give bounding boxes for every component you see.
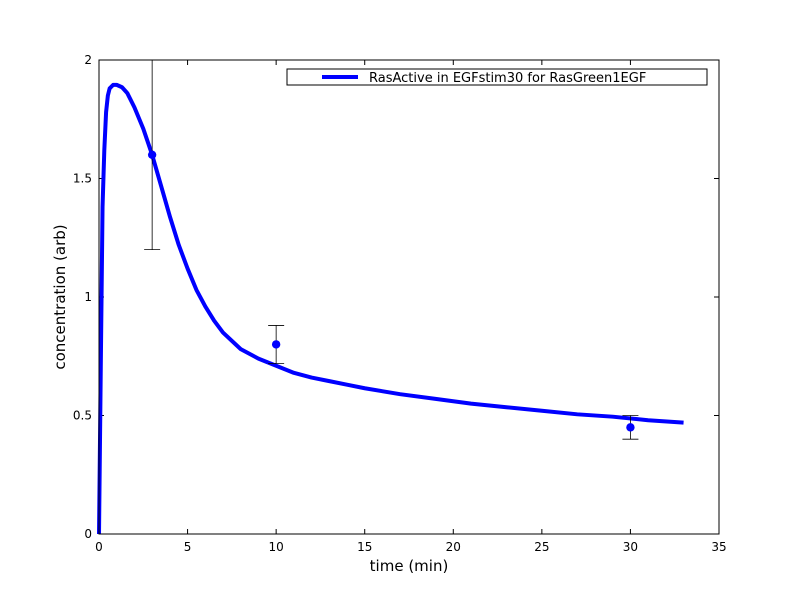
series-line: [97, 82, 684, 535]
y-tick-label: 1.5: [73, 172, 92, 186]
y-axis-label: concentration (arb): [51, 224, 69, 369]
y-tick-label: 1: [84, 290, 92, 304]
y-tick-label: 0: [84, 527, 92, 541]
legend-box: [286, 68, 708, 86]
ticks-layer: [98, 59, 720, 535]
y-tick-label: 2: [84, 53, 92, 67]
data-point: [626, 423, 635, 432]
x-tick-label: 35: [711, 540, 726, 554]
plot-frame: [98, 59, 720, 535]
data-point: [271, 340, 281, 349]
x-tick-label: 0: [95, 540, 103, 554]
x-tick-label: 25: [534, 540, 549, 554]
x-tick-label: 20: [446, 540, 461, 554]
x-axis-label: time (min): [370, 557, 449, 575]
x-tick-label: 15: [357, 540, 372, 554]
x-tick-label: 10: [269, 540, 284, 554]
tick-labels: 0 5 10 15 20 25 30 35 0 0.5 1 1.5 2: [73, 53, 727, 554]
x-tick-label: 30: [623, 540, 638, 554]
y-tick-label: 0.5: [73, 409, 92, 423]
legend: RasActive in EGFstim30 for RasGreen1EGF: [286, 68, 708, 86]
data-point: [147, 150, 157, 159]
plot-layer: [97, 59, 684, 535]
x-tick-label: 5: [184, 540, 192, 554]
legend-label: RasActive in EGFstim30 for RasGreen1EGF: [369, 71, 646, 86]
